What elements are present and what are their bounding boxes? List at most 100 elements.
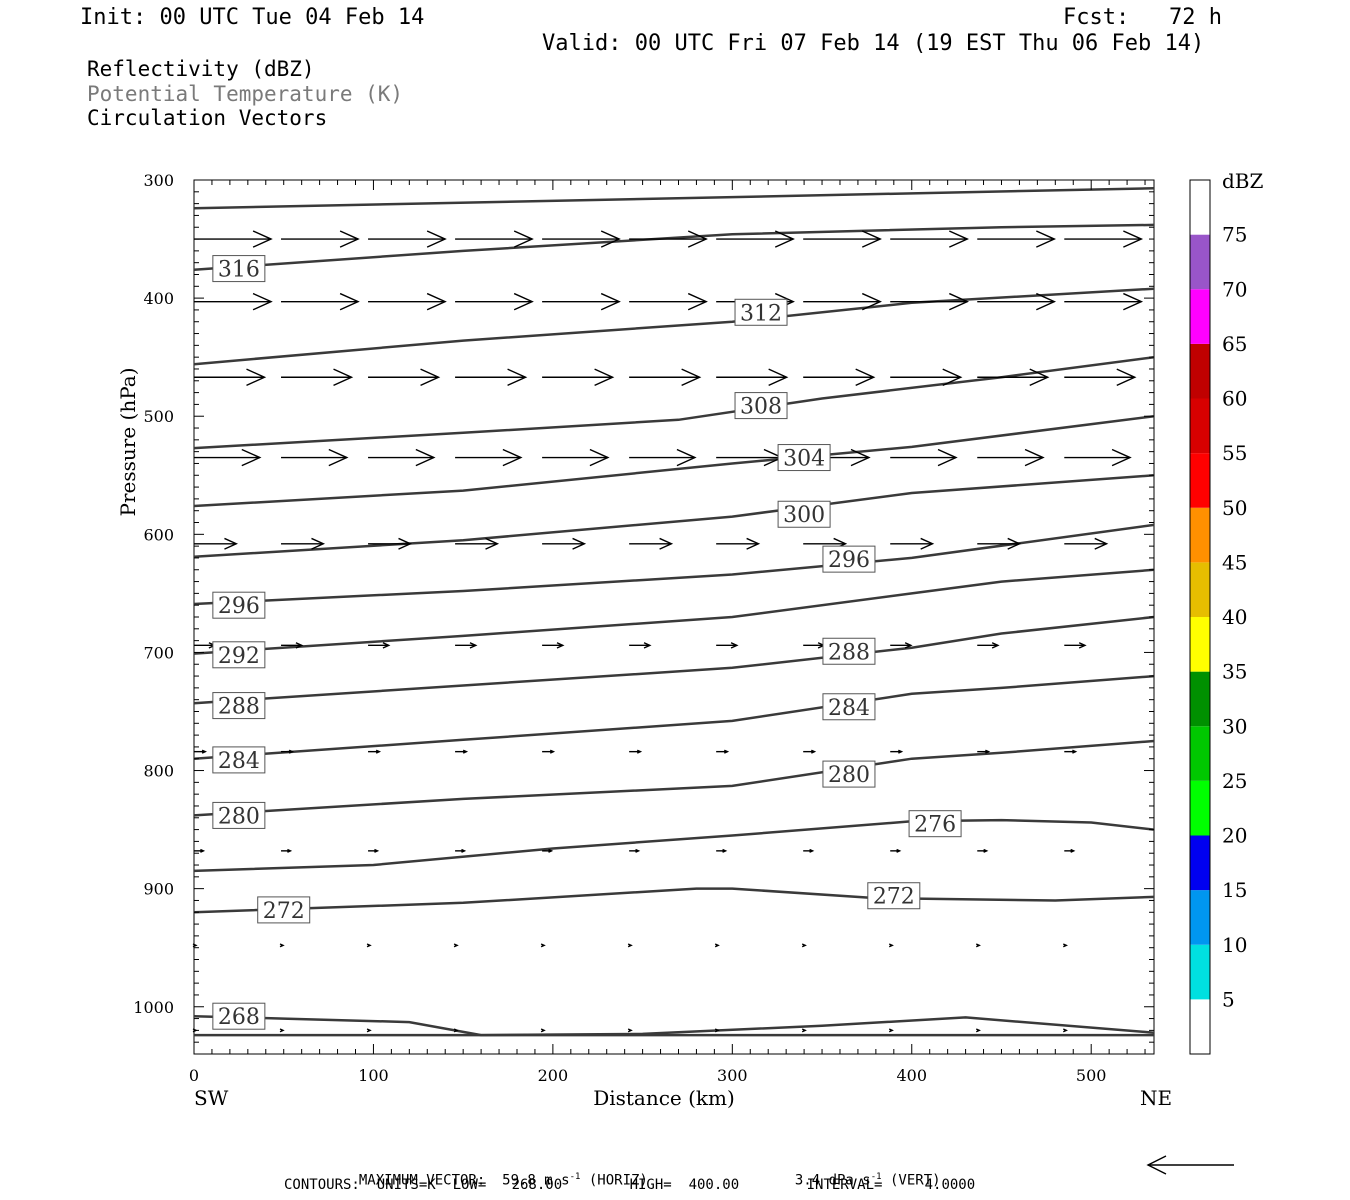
vector-head	[549, 749, 556, 754]
plot-border	[193, 179, 1155, 1055]
circulation-vector	[627, 1028, 633, 1033]
vector-head	[724, 749, 730, 754]
circulation-vector	[716, 537, 761, 550]
circulation-vector	[368, 368, 441, 386]
colorbar-segment	[1190, 780, 1210, 836]
vector-head	[246, 368, 267, 386]
colorbar-segment	[1190, 180, 1210, 235]
circulation-vector	[1062, 943, 1068, 948]
y-tick-label: 1000	[133, 998, 174, 1017]
colorbar-segment	[1190, 562, 1210, 617]
vector-head	[328, 448, 349, 467]
x-tick-label: 200	[538, 1066, 569, 1085]
contour-label-box	[908, 810, 962, 838]
vector-head	[937, 448, 958, 467]
circulation-vector	[803, 749, 817, 754]
colorbar-label: 15	[1222, 878, 1247, 902]
circulation-vector	[1064, 537, 1109, 550]
colorbar-segment	[1190, 453, 1210, 508]
vector-head	[949, 292, 970, 311]
circulation-vector	[716, 749, 730, 754]
vector-head	[1036, 292, 1057, 311]
contour-label: 284	[822, 693, 876, 721]
circulation-vector	[977, 749, 991, 754]
vector-head	[687, 230, 708, 248]
colorbar-label: 55	[1222, 441, 1247, 465]
circulation-vector	[716, 848, 728, 853]
circulation-vector	[281, 448, 349, 467]
y-tick-label: 500	[143, 407, 174, 426]
circulation-vector	[1064, 848, 1076, 853]
circulation-vector	[803, 368, 876, 386]
vector-head	[461, 848, 467, 853]
vector-head	[485, 537, 500, 550]
vector-head	[279, 1028, 285, 1033]
circulation-vector	[629, 230, 708, 248]
contour-label-box	[212, 255, 266, 283]
circulation-vector	[890, 749, 904, 754]
vector-head	[200, 848, 206, 853]
contour-label-text: 288	[218, 695, 260, 720]
circulation-vector	[542, 292, 621, 311]
colorbar-label: 50	[1222, 496, 1247, 520]
isentrope-lines	[193, 187, 1155, 1037]
vector-head	[975, 1028, 981, 1033]
colorbar-label: 70	[1222, 277, 1247, 301]
vector-head	[333, 368, 354, 386]
vector-head	[375, 749, 382, 754]
circulation-vector	[281, 292, 360, 311]
circulation-vector	[1064, 749, 1078, 754]
contour-label-box	[257, 896, 311, 924]
isentrope-line	[193, 414, 1155, 508]
vector-head	[295, 642, 304, 649]
circulation-vector	[542, 848, 554, 853]
init-time: Init: 00 UTC Tue 04 Feb 14	[80, 5, 425, 30]
colorbar-border	[1189, 179, 1211, 1055]
isentrope-line	[193, 474, 1155, 559]
circulation-vector	[194, 230, 273, 248]
circulation-vector	[629, 292, 708, 311]
vector-head	[888, 943, 894, 948]
vector-head	[714, 943, 720, 948]
circulation-vector	[1064, 368, 1137, 386]
colorbar-segment	[1190, 726, 1210, 781]
vector-head	[801, 943, 807, 948]
circulation-vector	[629, 749, 643, 754]
colorbar-label: 10	[1222, 933, 1247, 957]
contour-label: 312	[734, 298, 788, 326]
contour-label-text: 296	[828, 548, 870, 573]
contour-label-text: 292	[218, 644, 260, 669]
contour-label: 300	[777, 500, 831, 528]
isentrope-line	[193, 818, 1155, 873]
field-circulation-vectors: Circulation Vectors	[87, 106, 328, 130]
vector-head	[855, 368, 876, 386]
contour-label: 292	[212, 641, 266, 669]
circulation-vector	[975, 943, 981, 948]
circulation-vector	[977, 448, 1045, 467]
vector-head	[1062, 943, 1068, 948]
vector-head	[502, 448, 523, 467]
contour-label-text: 284	[218, 749, 260, 774]
circulation-vector	[890, 368, 963, 386]
colorbar-segment	[1190, 289, 1210, 344]
colorbar-segment	[1190, 234, 1210, 290]
colorbar-segment	[1190, 671, 1210, 727]
vector-head	[730, 642, 739, 649]
circulation-vector	[977, 642, 1000, 649]
circulation-vector	[977, 292, 1057, 311]
vector-head	[904, 642, 913, 649]
vector-head	[1111, 448, 1132, 467]
vector-head	[279, 943, 285, 948]
isentrope-line	[193, 739, 1155, 817]
circulation-vector	[1064, 230, 1144, 248]
circulation-vector	[714, 943, 720, 948]
vector-head	[540, 943, 546, 948]
contour-info: CONTOURS: UNITS=K LOW= 268.00 HIGH= 400.…	[284, 1177, 976, 1193]
circulation-vector	[801, 943, 807, 948]
contour-label-text: 288	[828, 640, 870, 665]
vector-head	[1072, 749, 1078, 754]
vector-head	[420, 368, 441, 386]
circulation-vector	[542, 368, 615, 386]
vector-head	[1123, 230, 1144, 248]
contour-label: 280	[212, 801, 266, 829]
